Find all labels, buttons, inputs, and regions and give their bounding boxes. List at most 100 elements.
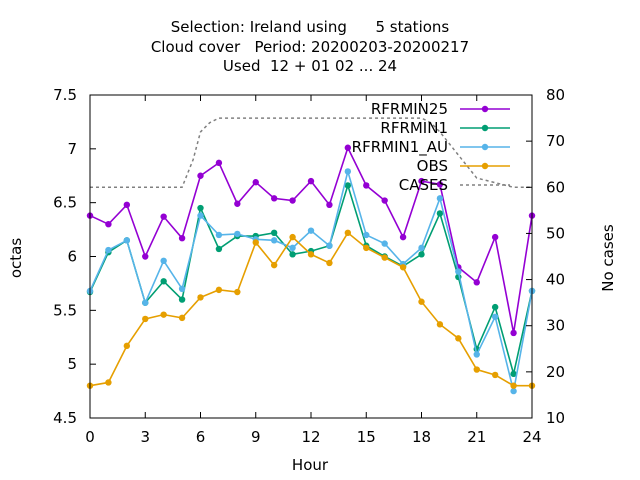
x-tick-label: 6 bbox=[196, 428, 206, 446]
data-point-rfrmin1 bbox=[510, 370, 517, 378]
y2-tick-label: 20 bbox=[546, 363, 565, 381]
data-point-rfrmin1-au bbox=[436, 195, 444, 202]
title-line-1: Selection: Ireland using 5 stations bbox=[171, 18, 450, 36]
data-point-rfrmin1-au bbox=[455, 268, 462, 275]
data-point-rfrmin1 bbox=[160, 278, 167, 285]
data-point-obs bbox=[123, 342, 131, 350]
x-tick-label: 24 bbox=[522, 428, 541, 446]
legend-label-obs: OBS bbox=[417, 157, 448, 175]
data-point-rfrmin25 bbox=[197, 172, 204, 179]
y2-tick-label: 40 bbox=[546, 271, 565, 289]
series-rfrmin1 bbox=[86, 182, 536, 378]
data-point-rfrmin25 bbox=[326, 201, 333, 209]
data-point-rfrmin1-au bbox=[123, 237, 131, 244]
y-tick-label: 5.5 bbox=[53, 301, 77, 319]
series-layer bbox=[86, 117, 536, 395]
y-tick-label: 6.5 bbox=[53, 194, 77, 212]
y2-tick-label: 70 bbox=[546, 132, 565, 150]
data-point-rfrmin1-au bbox=[510, 387, 517, 395]
data-point-rfrmin1 bbox=[491, 303, 499, 311]
series-obs bbox=[86, 229, 536, 389]
data-point-rfrmin25 bbox=[399, 233, 407, 241]
data-point-rfrmin1-au bbox=[326, 242, 333, 249]
data-point-rfrmin1-au bbox=[473, 351, 480, 358]
x-tick-label: 18 bbox=[412, 428, 431, 446]
data-point-obs bbox=[270, 261, 278, 269]
data-point-obs bbox=[289, 233, 296, 241]
y2-tick-label: 80 bbox=[546, 86, 565, 104]
legend-label-rfrmin1-au: RFRMIN1_AU bbox=[352, 138, 448, 157]
data-point-rfrmin25 bbox=[160, 213, 167, 220]
legend-marker-rfrmin1-au bbox=[481, 143, 489, 151]
x-tick-label: 9 bbox=[251, 428, 261, 446]
legend-marker-obs bbox=[481, 162, 489, 170]
data-point-rfrmin1 bbox=[270, 229, 278, 237]
data-point-obs bbox=[215, 286, 223, 294]
data-point-rfrmin1-au bbox=[307, 227, 315, 234]
y2-axis-label: No cases bbox=[599, 224, 617, 292]
axes-layer: 0 3 6 9 12 15 18 21 24 4.5 5 5.5 6 6.5 7 7.5 10 20 30 40 50 6… bbox=[53, 86, 565, 446]
y2-tick-label: 60 bbox=[546, 178, 565, 196]
data-point-rfrmin1-au bbox=[344, 168, 352, 175]
data-point-obs bbox=[307, 251, 315, 258]
data-point-obs bbox=[455, 335, 462, 342]
data-point-rfrmin25 bbox=[473, 279, 480, 286]
data-point-obs bbox=[105, 379, 112, 386]
y2-tick-label: 50 bbox=[546, 224, 565, 242]
data-point-obs bbox=[363, 244, 370, 252]
series-line-rfrmin1 bbox=[89, 182, 533, 375]
data-point-obs bbox=[510, 382, 517, 389]
data-point-rfrmin1 bbox=[289, 251, 296, 258]
x-tick-label: 12 bbox=[301, 428, 320, 446]
data-point-rfrmin25 bbox=[510, 329, 517, 337]
data-point-rfrmin25 bbox=[418, 177, 425, 185]
legend-label-rfrmin25: RFRMIN25 bbox=[371, 100, 448, 118]
data-point-obs bbox=[326, 259, 333, 267]
data-point-rfrmin1-au bbox=[491, 313, 499, 320]
title-line-2: Cloud cover Period: 20200203-20200217 bbox=[151, 38, 469, 56]
legend-label-cases: CASES bbox=[399, 176, 448, 194]
series-rfrmin1-au bbox=[86, 168, 536, 395]
data-point-rfrmin25 bbox=[234, 200, 241, 207]
data-point-rfrmin1-au bbox=[215, 231, 223, 239]
x-axis-label: Hour bbox=[292, 456, 329, 474]
data-point-rfrmin1-au bbox=[381, 240, 388, 247]
data-point-obs bbox=[491, 371, 499, 379]
data-point-rfrmin1-au bbox=[418, 244, 425, 252]
x-tick-label: 21 bbox=[467, 428, 486, 446]
y-tick-label: 4.5 bbox=[53, 409, 77, 427]
data-point-obs bbox=[436, 321, 444, 328]
data-point-rfrmin25 bbox=[381, 197, 388, 204]
series-rfrmin25 bbox=[86, 144, 536, 337]
data-point-obs bbox=[234, 288, 241, 296]
data-point-rfrmin25 bbox=[363, 182, 370, 189]
data-point-obs bbox=[399, 264, 407, 271]
data-point-obs bbox=[252, 239, 259, 246]
x-tick-label: 0 bbox=[85, 428, 95, 446]
data-point-rfrmin1-au bbox=[270, 237, 278, 244]
data-point-rfrmin1-au bbox=[178, 285, 186, 292]
data-point-obs bbox=[142, 315, 149, 323]
data-point-rfrmin25 bbox=[252, 179, 259, 186]
y-tick-label: 7.5 bbox=[53, 86, 77, 104]
data-point-rfrmin1 bbox=[197, 204, 204, 212]
data-point-rfrmin25 bbox=[142, 253, 149, 260]
data-point-rfrmin25 bbox=[215, 159, 223, 167]
y2-tick-label: 30 bbox=[546, 317, 565, 335]
y-axis-label: octas bbox=[7, 238, 25, 278]
series-line-cases bbox=[90, 117, 532, 189]
legend-label-rfrmin1: RFRMIN1 bbox=[380, 119, 448, 137]
data-point-rfrmin25 bbox=[289, 197, 296, 204]
data-point-rfrmin1-au bbox=[197, 212, 204, 219]
data-point-obs bbox=[160, 311, 167, 318]
data-point-rfrmin25 bbox=[178, 234, 186, 242]
legend-marker-rfrmin1 bbox=[481, 124, 489, 132]
data-point-rfrmin1-au bbox=[142, 299, 149, 306]
data-point-obs bbox=[197, 294, 204, 301]
y-tick-label: 5 bbox=[67, 355, 77, 373]
legend-marker-rfrmin25 bbox=[481, 105, 489, 113]
data-point-rfrmin25 bbox=[270, 195, 278, 202]
data-point-rfrmin1-au bbox=[234, 230, 241, 238]
